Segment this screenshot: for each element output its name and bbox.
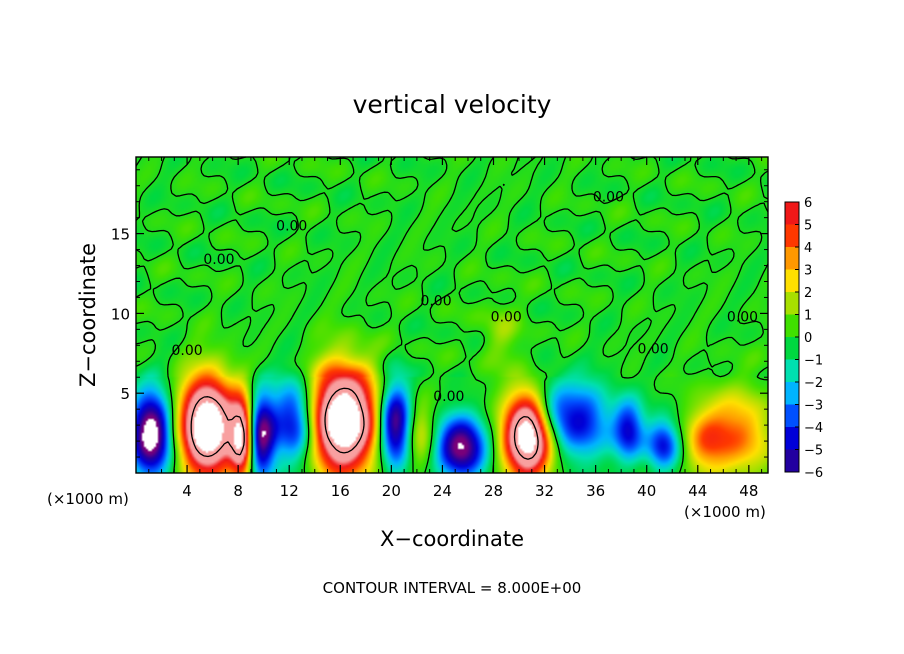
x-axis: 4 8 12 16 20 24 28 32 36 40 44 48 — [148, 157, 763, 500]
x-tick-label: 36 — [586, 482, 605, 500]
colorbar-swatch — [785, 202, 799, 225]
contour-label: 0.00 — [638, 341, 669, 357]
x-tick-label: 44 — [688, 482, 707, 500]
contour-labels: 0.00 0.00 0.00 0.00 0.00 0.00 0.00 0.00 0.00 — [171, 190, 758, 405]
x-unit-right: (×1000 m) — [684, 503, 766, 521]
y-tick-label: 15 — [111, 226, 130, 244]
colorbar-swatch — [785, 292, 799, 315]
colorbar-tick-label: 0 — [804, 331, 812, 346]
colorbar-tick-label: 6 — [804, 196, 812, 211]
x-tick-label: 20 — [382, 482, 401, 500]
colorbar-tick-label: −3 — [804, 399, 823, 414]
x-tick-label: 24 — [433, 482, 452, 500]
x-axis-label: X−coordinate — [380, 527, 524, 551]
x-tick-label: 16 — [331, 482, 350, 500]
colorbar-tick-label: −6 — [804, 466, 823, 481]
colorbar-swatch — [785, 427, 799, 450]
colorbar-tick-label: 1 — [804, 309, 812, 324]
contour-label: 0.00 — [593, 190, 624, 206]
colorbar-swatch — [785, 404, 799, 428]
contour-interval-note: CONTOUR INTERVAL = 8.000E+00 — [323, 579, 582, 597]
colorbar-tick-label: −1 — [804, 354, 823, 369]
contour-label: 0.00 — [491, 309, 522, 325]
colorbar: 6 5 4 3 2 1 0 −1 −2 −3 −4 −5 −6 — [784, 196, 823, 481]
colorbar-swatch — [785, 359, 799, 383]
x-unit-left: (×1000 m) — [47, 490, 129, 508]
x-tick-label: 8 — [233, 482, 243, 500]
colorbar-swatch — [785, 269, 799, 293]
colorbar-tick-label: 3 — [804, 264, 812, 279]
x-tick-label: 4 — [182, 482, 192, 500]
x-tick-label: 40 — [637, 482, 656, 500]
colorbar-tick-label: 2 — [804, 286, 812, 301]
colorbar-tick-label: 4 — [804, 241, 812, 256]
contour-label: 0.00 — [727, 309, 758, 325]
contour-label: 0.00 — [420, 293, 451, 309]
colorbar-swatch — [785, 314, 799, 338]
x-tick-label: 28 — [484, 482, 503, 500]
colorbar-swatch — [785, 337, 799, 360]
colorbar-tick-label: −2 — [804, 376, 823, 391]
x-tick-label: 12 — [280, 482, 299, 500]
contour-label: 0.00 — [203, 252, 234, 268]
plot-frame — [135, 156, 769, 474]
x-tick-label: 32 — [535, 482, 554, 500]
contour-path — [135, 156, 769, 474]
x-tick-label: 48 — [739, 482, 758, 500]
y-axis-label: Z−coordinate — [76, 243, 100, 387]
chart-title: vertical velocity — [353, 90, 552, 119]
contour-label: 0.00 — [171, 343, 202, 359]
y-axis: 5 10 15 — [111, 169, 768, 458]
contour-label: 0.00 — [433, 389, 464, 405]
colorbar-tick-label: −5 — [804, 444, 823, 459]
colorbar-tick-label: 5 — [804, 219, 812, 234]
y-tick-label: 5 — [120, 385, 130, 403]
y-tick-label: 10 — [111, 305, 130, 323]
contour-label: 0.00 — [276, 218, 307, 234]
colorbar-swatch — [785, 382, 799, 405]
colorbar-tick-label: −4 — [804, 421, 823, 436]
contour-lines — [135, 156, 769, 474]
colorbar-swatch — [785, 224, 799, 248]
colorbar-swatch — [785, 449, 799, 473]
colorbar-swatch — [785, 247, 799, 270]
